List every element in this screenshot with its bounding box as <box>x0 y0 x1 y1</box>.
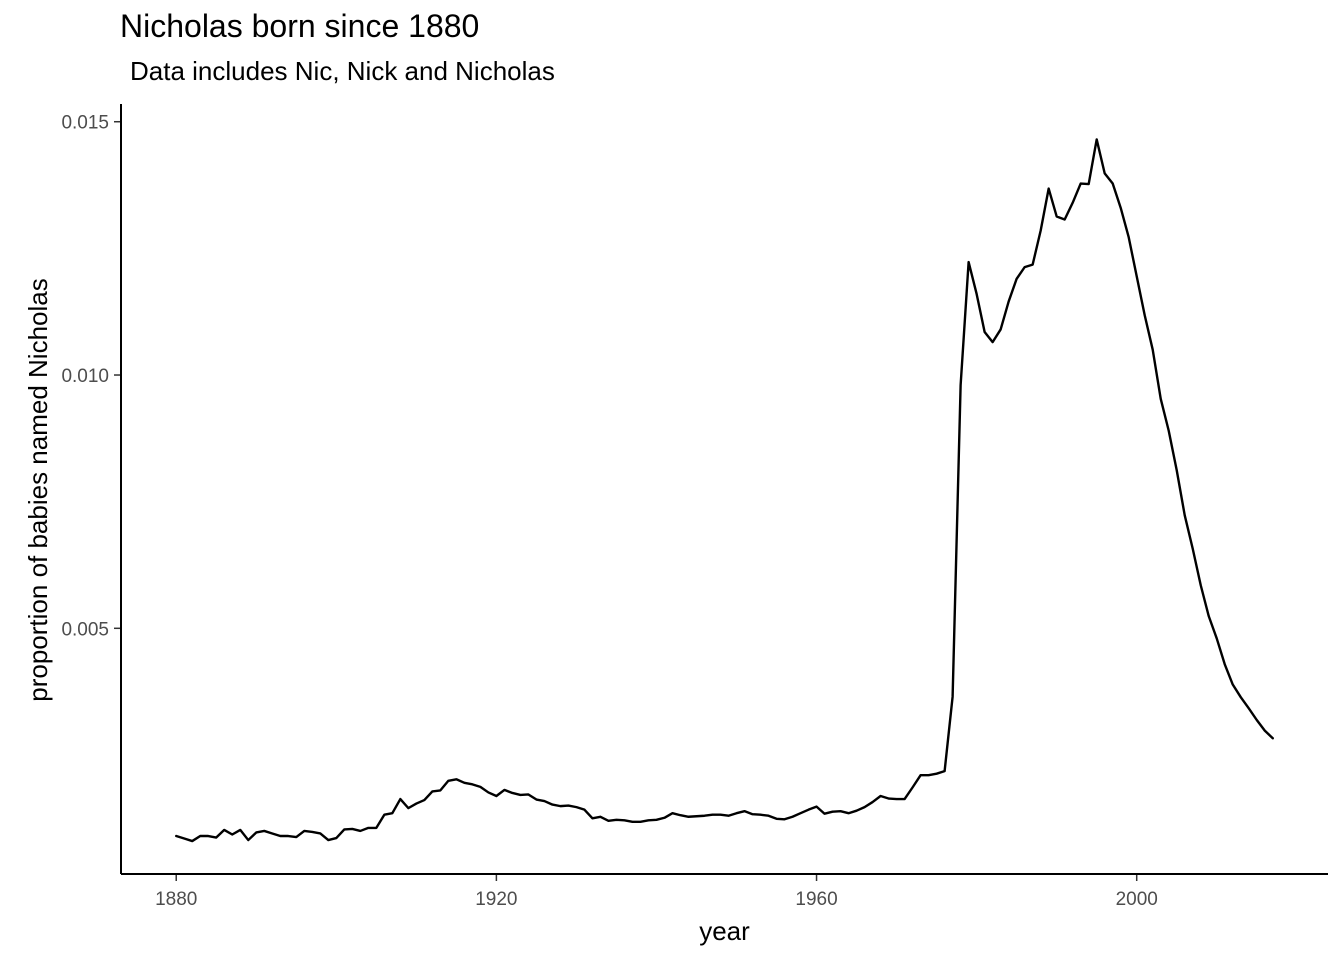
x-tick-label: 1880 <box>155 889 197 910</box>
chart-subtitle: Data includes Nic, Nick and Nicholas <box>130 56 555 86</box>
y-axis-title: proportion of babies named Nicholas <box>23 278 53 701</box>
y-tick-label: 0.010 <box>61 366 109 387</box>
y-tick-label: 0.015 <box>61 113 109 134</box>
x-tick-label: 1960 <box>795 889 837 910</box>
x-tick-label: 2000 <box>1116 889 1158 910</box>
x-axis-ticks: 1880 1920 1960 2000 <box>155 874 1158 910</box>
x-axis-title: year <box>699 916 750 946</box>
chart-title: Nicholas born since 1880 <box>120 8 480 44</box>
y-axis-ticks: 0.005 0.010 0.015 <box>61 113 121 640</box>
x-tick-label: 1920 <box>475 889 517 910</box>
y-tick-label: 0.005 <box>61 619 109 640</box>
series-line <box>175 138 1274 843</box>
